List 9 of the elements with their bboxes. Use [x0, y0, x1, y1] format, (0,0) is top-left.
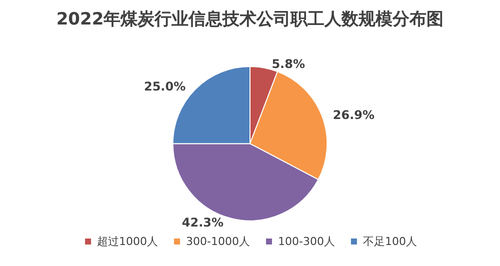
data-label: 42.3% — [182, 215, 224, 230]
legend-label: 300-1000人 — [186, 235, 250, 248]
chart-title: 2022年煤炭行业信息技术公司职工人数规模分布图 — [56, 10, 444, 30]
legend-label: 100-300人 — [278, 235, 335, 248]
data-label: 25.0% — [144, 79, 186, 94]
data-label: 26.9% — [332, 108, 375, 122]
legend-label: 超过1000人 — [97, 235, 158, 248]
legend-label: 不足100人 — [362, 235, 417, 248]
data-label: 5.8% — [272, 56, 305, 71]
